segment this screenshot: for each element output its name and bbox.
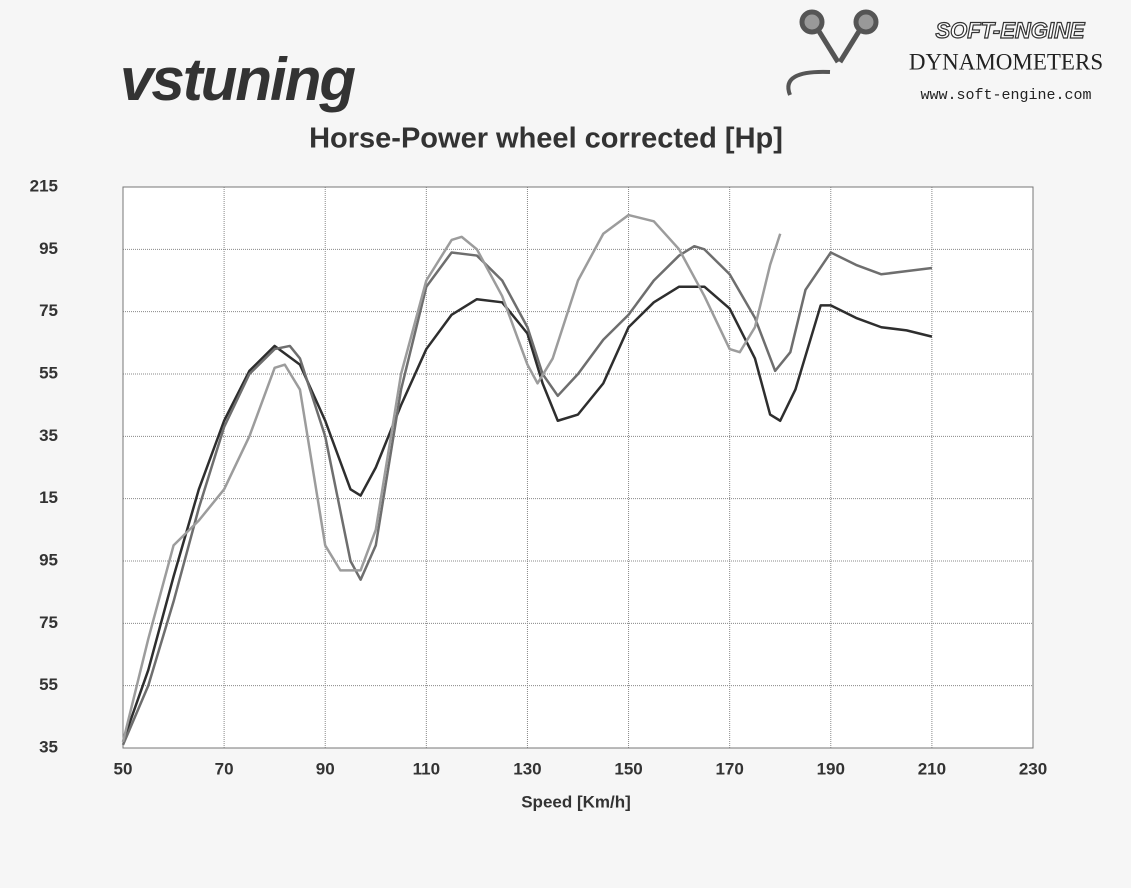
x-tick-label: 230	[1019, 759, 1047, 778]
chart-title: Horse-Power wheel corrected [Hp]	[309, 123, 783, 155]
y-tick-label: 95	[39, 239, 58, 258]
brand: vstuning	[120, 46, 355, 113]
x-tick-label: 170	[715, 759, 743, 778]
y-tick-label: 15	[39, 488, 58, 507]
line-series	[121, 244, 933, 746]
url: www.soft-engine.com	[920, 87, 1091, 104]
x-tick-label: 90	[316, 759, 335, 778]
company: DYNAMOMETERS	[909, 49, 1103, 74]
x-tick-label: 210	[918, 759, 946, 778]
logo-icon	[786, 9, 879, 96]
line-series	[121, 213, 782, 743]
x-tick-label: 190	[817, 759, 845, 778]
x-tick-label: 150	[614, 759, 642, 778]
y-tick-label: 35	[39, 737, 58, 756]
y-tick-label: 55	[39, 363, 58, 382]
y-tick-label: 75	[39, 301, 58, 320]
logo-text: SOFT-ENGINE	[935, 18, 1085, 43]
y-tick-label: 95	[39, 550, 58, 569]
y-tick-label: 215	[30, 176, 58, 195]
y-tick-label: 55	[39, 675, 58, 694]
x-tick-label: 70	[215, 759, 234, 778]
line-series	[121, 285, 933, 743]
x-tick-label: 50	[114, 759, 133, 778]
x-axis-label: Speed [Km/h]	[521, 792, 631, 811]
x-tick-label: 130	[513, 759, 541, 778]
plot-border	[122, 186, 1034, 749]
x-tick-label: 110	[413, 759, 440, 778]
y-tick-label: 75	[39, 613, 58, 632]
y-tick-label: 35	[39, 426, 58, 445]
